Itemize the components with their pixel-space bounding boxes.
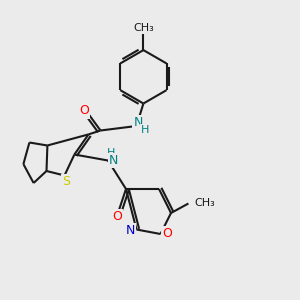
Text: O: O bbox=[112, 210, 122, 224]
Text: N: N bbox=[133, 116, 143, 129]
Text: N: N bbox=[126, 224, 135, 237]
Text: H: H bbox=[141, 125, 150, 135]
Text: H: H bbox=[107, 148, 115, 158]
Text: CH₃: CH₃ bbox=[194, 197, 215, 208]
Text: N: N bbox=[109, 154, 118, 167]
Text: CH₃: CH₃ bbox=[133, 23, 154, 33]
Text: O: O bbox=[80, 104, 89, 118]
Text: O: O bbox=[162, 227, 172, 240]
Text: S: S bbox=[62, 175, 70, 188]
